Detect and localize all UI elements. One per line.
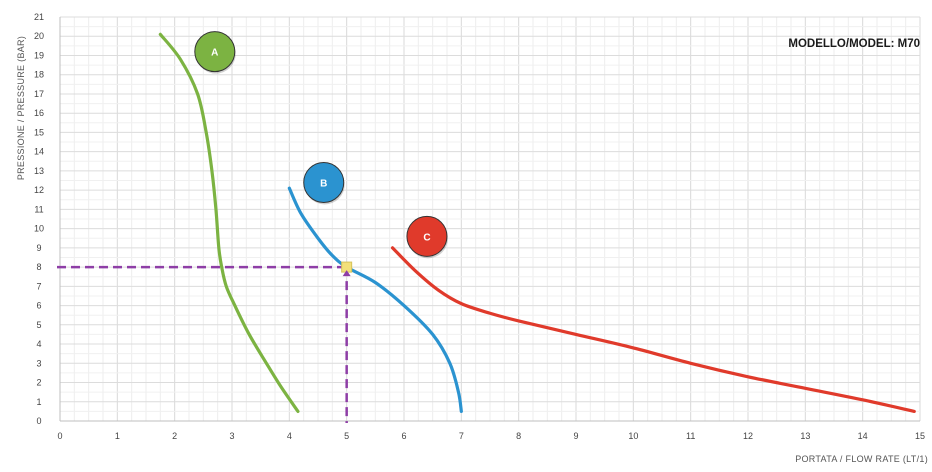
- y-tick-label: 19: [34, 50, 44, 60]
- series-badge-a: [194, 31, 236, 73]
- y-tick-label: 1: [36, 397, 41, 407]
- x-tick-label: 3: [229, 431, 234, 441]
- y-tick-label: 6: [36, 301, 41, 311]
- series-line-a: [158, 32, 300, 413]
- y-tick-label: 10: [34, 224, 44, 234]
- x-tick-label: 11: [686, 431, 695, 441]
- y-tick-label: 0: [36, 416, 41, 426]
- y-tick-label: 2: [36, 378, 41, 388]
- x-tick-label: 2: [172, 431, 177, 441]
- y-tick-label: 3: [36, 358, 41, 368]
- y-tick-label: 16: [34, 108, 44, 118]
- x-tick-label: 15: [915, 431, 925, 441]
- y-tick-label: 20: [34, 31, 44, 41]
- x-tick-label: 7: [459, 431, 464, 441]
- series-badge-b: [303, 161, 345, 203]
- y-tick-label: 14: [34, 147, 44, 157]
- y-tick-label: 4: [36, 339, 41, 349]
- x-tick-label: 5: [344, 431, 349, 441]
- x-tick-label: 13: [800, 431, 810, 441]
- operating-point-guides: [57, 265, 348, 423]
- y-axis-label: PRESSIONE / PRESSURE (BAR): [16, 36, 26, 180]
- x-tick-label: 9: [573, 431, 578, 441]
- x-tick-label: 12: [743, 431, 753, 441]
- y-tick-label: 9: [36, 243, 41, 253]
- series-badge-label: A: [211, 48, 218, 59]
- grid: [59, 16, 921, 422]
- axes: [59, 17, 920, 422]
- y-tick-label: 8: [36, 262, 41, 272]
- y-tick-label: 17: [34, 89, 44, 99]
- series-line-c: [390, 246, 916, 413]
- y-tick-label: 5: [36, 320, 41, 330]
- operating-point-arrow: [342, 270, 351, 277]
- x-tick-label: 1: [115, 431, 120, 441]
- x-tick-label: 0: [57, 431, 62, 441]
- series-badge-label: C: [423, 232, 430, 243]
- y-tick-label: 15: [34, 127, 44, 137]
- chart-title: MODELLO/MODEL: M70: [788, 38, 920, 50]
- series-badge-label: B: [320, 178, 327, 189]
- operating-point-layer: [341, 261, 353, 277]
- series-badge-c: [406, 215, 448, 257]
- x-tick-label: 8: [516, 431, 521, 441]
- y-tick-label: 12: [34, 185, 44, 195]
- x-tick-label: 14: [858, 431, 868, 441]
- tick-labels: 0 1 2 3 4 5 6 7 8 9 10 11 12 13 14 15012345678910111213…: [34, 12, 925, 441]
- x-tick-label: 6: [401, 431, 406, 441]
- x-tick-label: 4: [287, 431, 292, 441]
- y-tick-label: 13: [34, 166, 44, 176]
- series-lines: [158, 32, 916, 413]
- x-axis-label: PORTATA / FLOW RATE (LT/1): [795, 454, 928, 464]
- series-badges: A B C: [194, 31, 448, 259]
- y-tick-label: 21: [34, 12, 44, 22]
- series-line-b: [287, 186, 463, 413]
- y-tick-label: 11: [34, 204, 43, 214]
- y-tick-label: 18: [34, 70, 44, 80]
- x-tick-label: 10: [628, 431, 638, 441]
- y-tick-label: 7: [36, 281, 41, 291]
